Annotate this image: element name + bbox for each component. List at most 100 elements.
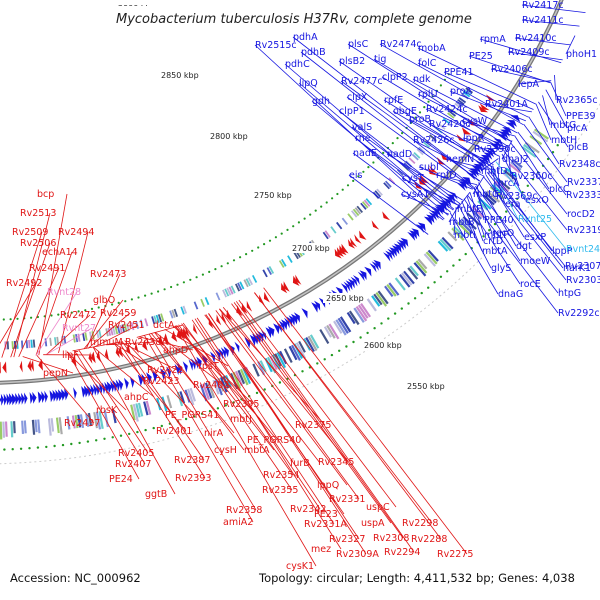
forward-gene-arrow — [93, 384, 98, 396]
gene-label: PE_PGRS41 — [165, 410, 219, 421]
marker-dot — [220, 265, 223, 268]
gene-label: Rv2477c — [341, 76, 383, 87]
gene-label: glbO — [93, 295, 115, 306]
leader-line — [194, 318, 342, 550]
gene-label: Rv2426c — [413, 135, 455, 146]
ruler-label-bg — [158, 70, 200, 80]
leader-line — [196, 317, 335, 525]
marker-dot — [119, 434, 123, 437]
composition-block — [87, 412, 93, 427]
marker-dot — [208, 409, 212, 413]
gene-label: mbtJ — [230, 414, 252, 425]
marker-dot — [526, 184, 529, 187]
leader-line — [501, 140, 513, 160]
leader-line — [484, 103, 532, 113]
gene-label: nirA — [204, 428, 224, 439]
composition-block — [123, 323, 128, 332]
leader-line — [148, 333, 257, 511]
composition-block — [360, 303, 371, 318]
forward-gene-arrow — [466, 172, 476, 181]
leader-line — [118, 341, 206, 479]
leader-line — [66, 351, 127, 411]
composition-block — [252, 363, 260, 377]
gene-label: plcC — [549, 184, 570, 195]
gene-label: PE24 — [109, 474, 133, 485]
gene-label: Rv2354 — [263, 470, 299, 481]
leader-line — [352, 152, 444, 221]
composition-block — [328, 323, 340, 340]
composition-block — [415, 260, 428, 274]
gene-label: Rv2288 — [411, 534, 447, 545]
gene-label: Rv2411c — [522, 15, 564, 26]
marker-dot — [278, 381, 282, 384]
leader-line — [542, 95, 551, 126]
leader-line — [517, 80, 552, 85]
gene-label: Rv2513 — [20, 208, 56, 219]
forward-gene-arrow — [49, 390, 55, 403]
composition-block — [423, 253, 436, 267]
marker-dot — [257, 246, 260, 249]
composition-block — [341, 217, 348, 225]
composition-block — [356, 205, 363, 213]
leader-line — [490, 68, 551, 83]
forward-gene-arrow — [244, 337, 251, 349]
composition-block — [21, 340, 24, 349]
marker-dot — [367, 166, 370, 169]
forward-gene-arrow — [73, 387, 77, 400]
marker-dot — [64, 312, 67, 315]
forward-gene-arrow — [265, 327, 272, 339]
composition-block — [25, 340, 29, 349]
composition-block — [6, 341, 9, 350]
composition-block — [37, 419, 41, 434]
leader-line — [338, 60, 492, 168]
gene-label: Rv2345 — [318, 457, 354, 468]
forward-gene-arrow — [347, 278, 355, 289]
forward-gene-arrow — [146, 372, 152, 384]
composition-block — [217, 377, 225, 392]
composition-block — [239, 281, 245, 290]
gene-label: uspA — [361, 518, 385, 529]
leader-line — [488, 170, 566, 267]
leader-line — [85, 273, 121, 349]
gene-label: hrcA — [498, 178, 520, 189]
composition-block — [173, 308, 178, 317]
composition-block — [130, 322, 135, 331]
gene-label: Rv2309A — [336, 549, 379, 560]
reverse-gene-arrow — [71, 354, 77, 367]
gene-label: Rv2275 — [437, 549, 473, 560]
composition-block — [23, 420, 27, 434]
leader-line — [238, 299, 397, 508]
gene-label: Rv2360c — [511, 171, 553, 182]
leader-line — [347, 43, 509, 147]
composition-block — [84, 332, 88, 341]
ruler-label: 2750 kbp — [254, 191, 292, 200]
gene-label: Rv2409c — [508, 47, 550, 58]
gene-label: PE25 — [469, 51, 493, 62]
gene-label: echA14 — [42, 247, 78, 258]
forward-gene-arrow — [55, 389, 60, 402]
leader-line — [72, 341, 121, 352]
leader-line — [474, 185, 559, 294]
forward-gene-arrow — [471, 165, 481, 174]
gene-label: Rv2395 — [223, 399, 259, 410]
marker-dot — [373, 327, 376, 330]
leader-line — [178, 324, 293, 491]
leader-line — [144, 335, 254, 523]
composition-block — [0, 421, 3, 440]
marker-dot — [341, 188, 344, 191]
reverse-gene-arrow — [193, 323, 198, 335]
leader-line — [550, 81, 567, 117]
leader-line — [38, 193, 68, 356]
marker-dot — [414, 116, 417, 119]
marker-dot — [482, 235, 485, 238]
gene-label: Rv2451 — [108, 320, 144, 331]
composition-block — [401, 272, 413, 286]
composition-block — [259, 360, 267, 373]
leader-line — [400, 193, 450, 215]
forward-gene-arrow — [249, 334, 256, 346]
composition-block — [355, 306, 368, 322]
composition-block — [79, 414, 85, 428]
composition-block — [160, 313, 165, 322]
marker-dot — [427, 100, 430, 103]
composition-block — [283, 348, 293, 363]
